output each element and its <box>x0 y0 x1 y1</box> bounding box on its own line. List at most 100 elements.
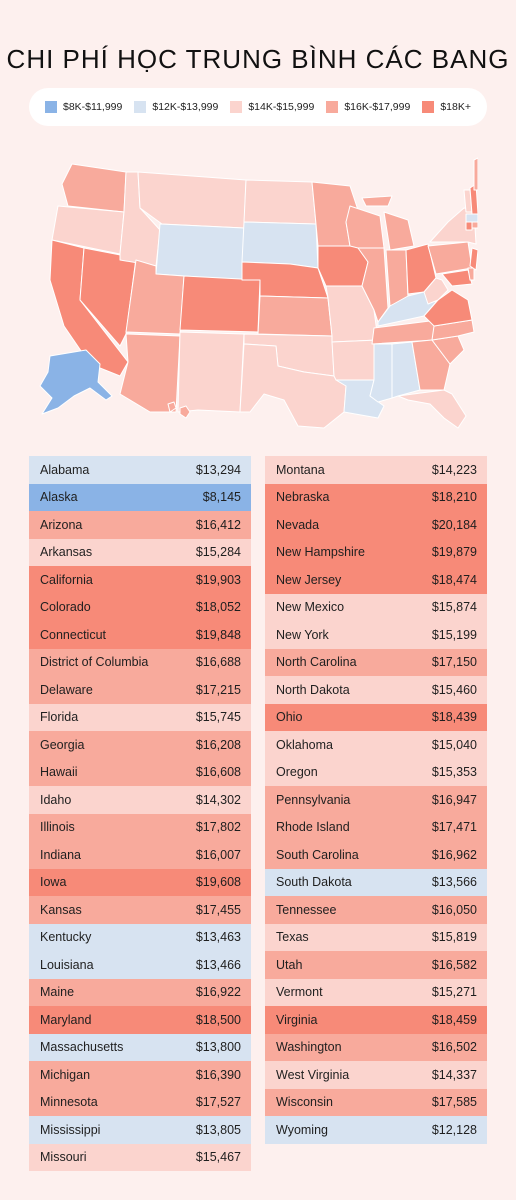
table-row: North Dakota $15,460 <box>265 676 487 704</box>
state-name: Hawaii <box>40 765 78 780</box>
state-name: Utah <box>276 957 303 972</box>
table-row: Ohio $18,439 <box>265 703 487 731</box>
state-cost: $18,500 <box>195 1012 241 1027</box>
table-row: West Virginia $14,337 <box>265 1061 487 1089</box>
legend-item: $14K-$15,999 <box>230 101 314 113</box>
state-name: Rhode Island <box>276 820 350 835</box>
state-pennsylvania <box>427 241 473 275</box>
state-name: West Virginia <box>276 1067 350 1082</box>
state-cost: $13,805 <box>195 1122 241 1137</box>
state-kansas <box>257 295 333 337</box>
state-name: Florida <box>40 710 79 725</box>
table-row: Hawaii $16,608 <box>29 758 251 786</box>
table-row: Delaware $17,215 <box>29 676 251 704</box>
legend-item: $12K-$13,999 <box>134 101 218 113</box>
state-cost: $17,585 <box>431 1095 477 1110</box>
state-new-mexico <box>177 331 245 413</box>
state-cost: $15,199 <box>431 627 477 642</box>
state-name: Washington <box>276 1040 342 1055</box>
state-cost: $19,903 <box>195 572 241 587</box>
state-cost: $16,947 <box>431 792 477 807</box>
state-west-virginia <box>423 277 449 305</box>
state-colorado <box>179 275 261 333</box>
state-cost: $16,007 <box>195 847 241 862</box>
state-massachusetts <box>465 213 478 223</box>
table-row: Tennessee $16,050 <box>265 896 487 924</box>
state-cost: $17,527 <box>195 1095 241 1110</box>
state-cost: $15,745 <box>195 710 241 725</box>
state-cost: $16,412 <box>195 517 241 532</box>
state-name: Delaware <box>40 682 93 697</box>
state-name: South Dakota <box>276 875 352 890</box>
state-cost: $19,608 <box>195 875 241 890</box>
table-row: Oregon $15,353 <box>265 758 487 786</box>
table-row: Texas $15,819 <box>265 923 487 951</box>
state-name: North Carolina <box>276 655 357 670</box>
legend-label: $18K+ <box>440 101 471 113</box>
state-name: Michigan <box>40 1067 91 1082</box>
legend-swatch <box>134 101 147 113</box>
state-michigan <box>361 195 415 251</box>
state-north-dakota <box>243 179 317 225</box>
state-delaware <box>467 267 475 281</box>
table-row: Massachusetts $13,800 <box>29 1033 251 1061</box>
legend-swatch <box>45 101 57 113</box>
table-row: Pennsylvania $16,947 <box>265 786 487 814</box>
state-cost: $16,502 <box>431 1040 477 1055</box>
state-name: Arizona <box>40 517 83 532</box>
table-row: Alabama $13,294 <box>29 456 251 484</box>
table-row: Idaho $14,302 <box>29 786 251 814</box>
state-cost: $18,474 <box>431 572 477 587</box>
state-cost: $15,271 <box>431 985 477 1000</box>
state-name: Alabama <box>40 462 90 477</box>
table-row: Iowa $19,608 <box>29 868 251 896</box>
us-map <box>39 157 478 429</box>
state-cost: $18,459 <box>431 1012 477 1027</box>
state-name: Montana <box>276 462 325 477</box>
state-name: Mississippi <box>40 1122 101 1137</box>
legend-item: $16K-$17,999 <box>326 101 410 113</box>
legend-swatch <box>230 101 243 113</box>
state-name: Kentucky <box>40 930 92 945</box>
state-cost: $14,337 <box>431 1067 477 1082</box>
table-row: Kentucky $13,463 <box>29 923 251 951</box>
table-row: District of Columbia $16,688 <box>29 648 251 676</box>
state-maryland <box>441 269 473 287</box>
state-name: Ohio <box>276 710 303 725</box>
state-florida <box>397 389 467 429</box>
table-left: Alabama $13,294 Alaska $8,145 Arizona $16,412… <box>29 456 251 1171</box>
state-montana <box>137 171 247 229</box>
table-row: Illinois $17,802 <box>29 813 251 841</box>
state-south-dakota <box>241 221 319 269</box>
state-cost: $13,800 <box>195 1040 241 1055</box>
state-cost: $14,302 <box>195 792 241 807</box>
state-cost: $16,050 <box>431 902 477 917</box>
state-name: Wisconsin <box>276 1095 333 1110</box>
table-row: Virginia $18,459 <box>265 1006 487 1034</box>
state-cost: $13,566 <box>431 875 477 890</box>
state-cost: $15,353 <box>431 765 477 780</box>
state-name: Kansas <box>40 902 82 917</box>
state-maine <box>473 157 478 191</box>
state-name: Indiana <box>40 847 82 862</box>
state-cost: $15,460 <box>431 682 477 697</box>
page-title: CHI PHÍ HỌC TRUNG BÌNH CÁC BANG <box>6 44 510 74</box>
state-name: Colorado <box>40 600 91 615</box>
table-row: Maryland $18,500 <box>29 1006 251 1034</box>
state-illinois <box>357 247 389 323</box>
state-name: Nebraska <box>276 490 330 505</box>
state-name: Oklahoma <box>276 737 333 752</box>
state-name: Alaska <box>40 490 78 505</box>
state-name: Georgia <box>40 737 85 752</box>
table-row: Oklahoma $15,040 <box>265 731 487 759</box>
state-name: Illinois <box>40 820 75 835</box>
state-name: Nevada <box>276 517 320 532</box>
state-cost: $15,819 <box>431 930 477 945</box>
state-cost: $19,879 <box>431 545 477 560</box>
legend-item: $18K+ <box>422 101 471 113</box>
state-name: Idaho <box>40 792 72 807</box>
table-row: Indiana $16,007 <box>29 841 251 869</box>
state-cost: $15,284 <box>195 545 241 560</box>
table-row: North Carolina $17,150 <box>265 648 487 676</box>
table-row: Nevada $20,184 <box>265 511 487 539</box>
